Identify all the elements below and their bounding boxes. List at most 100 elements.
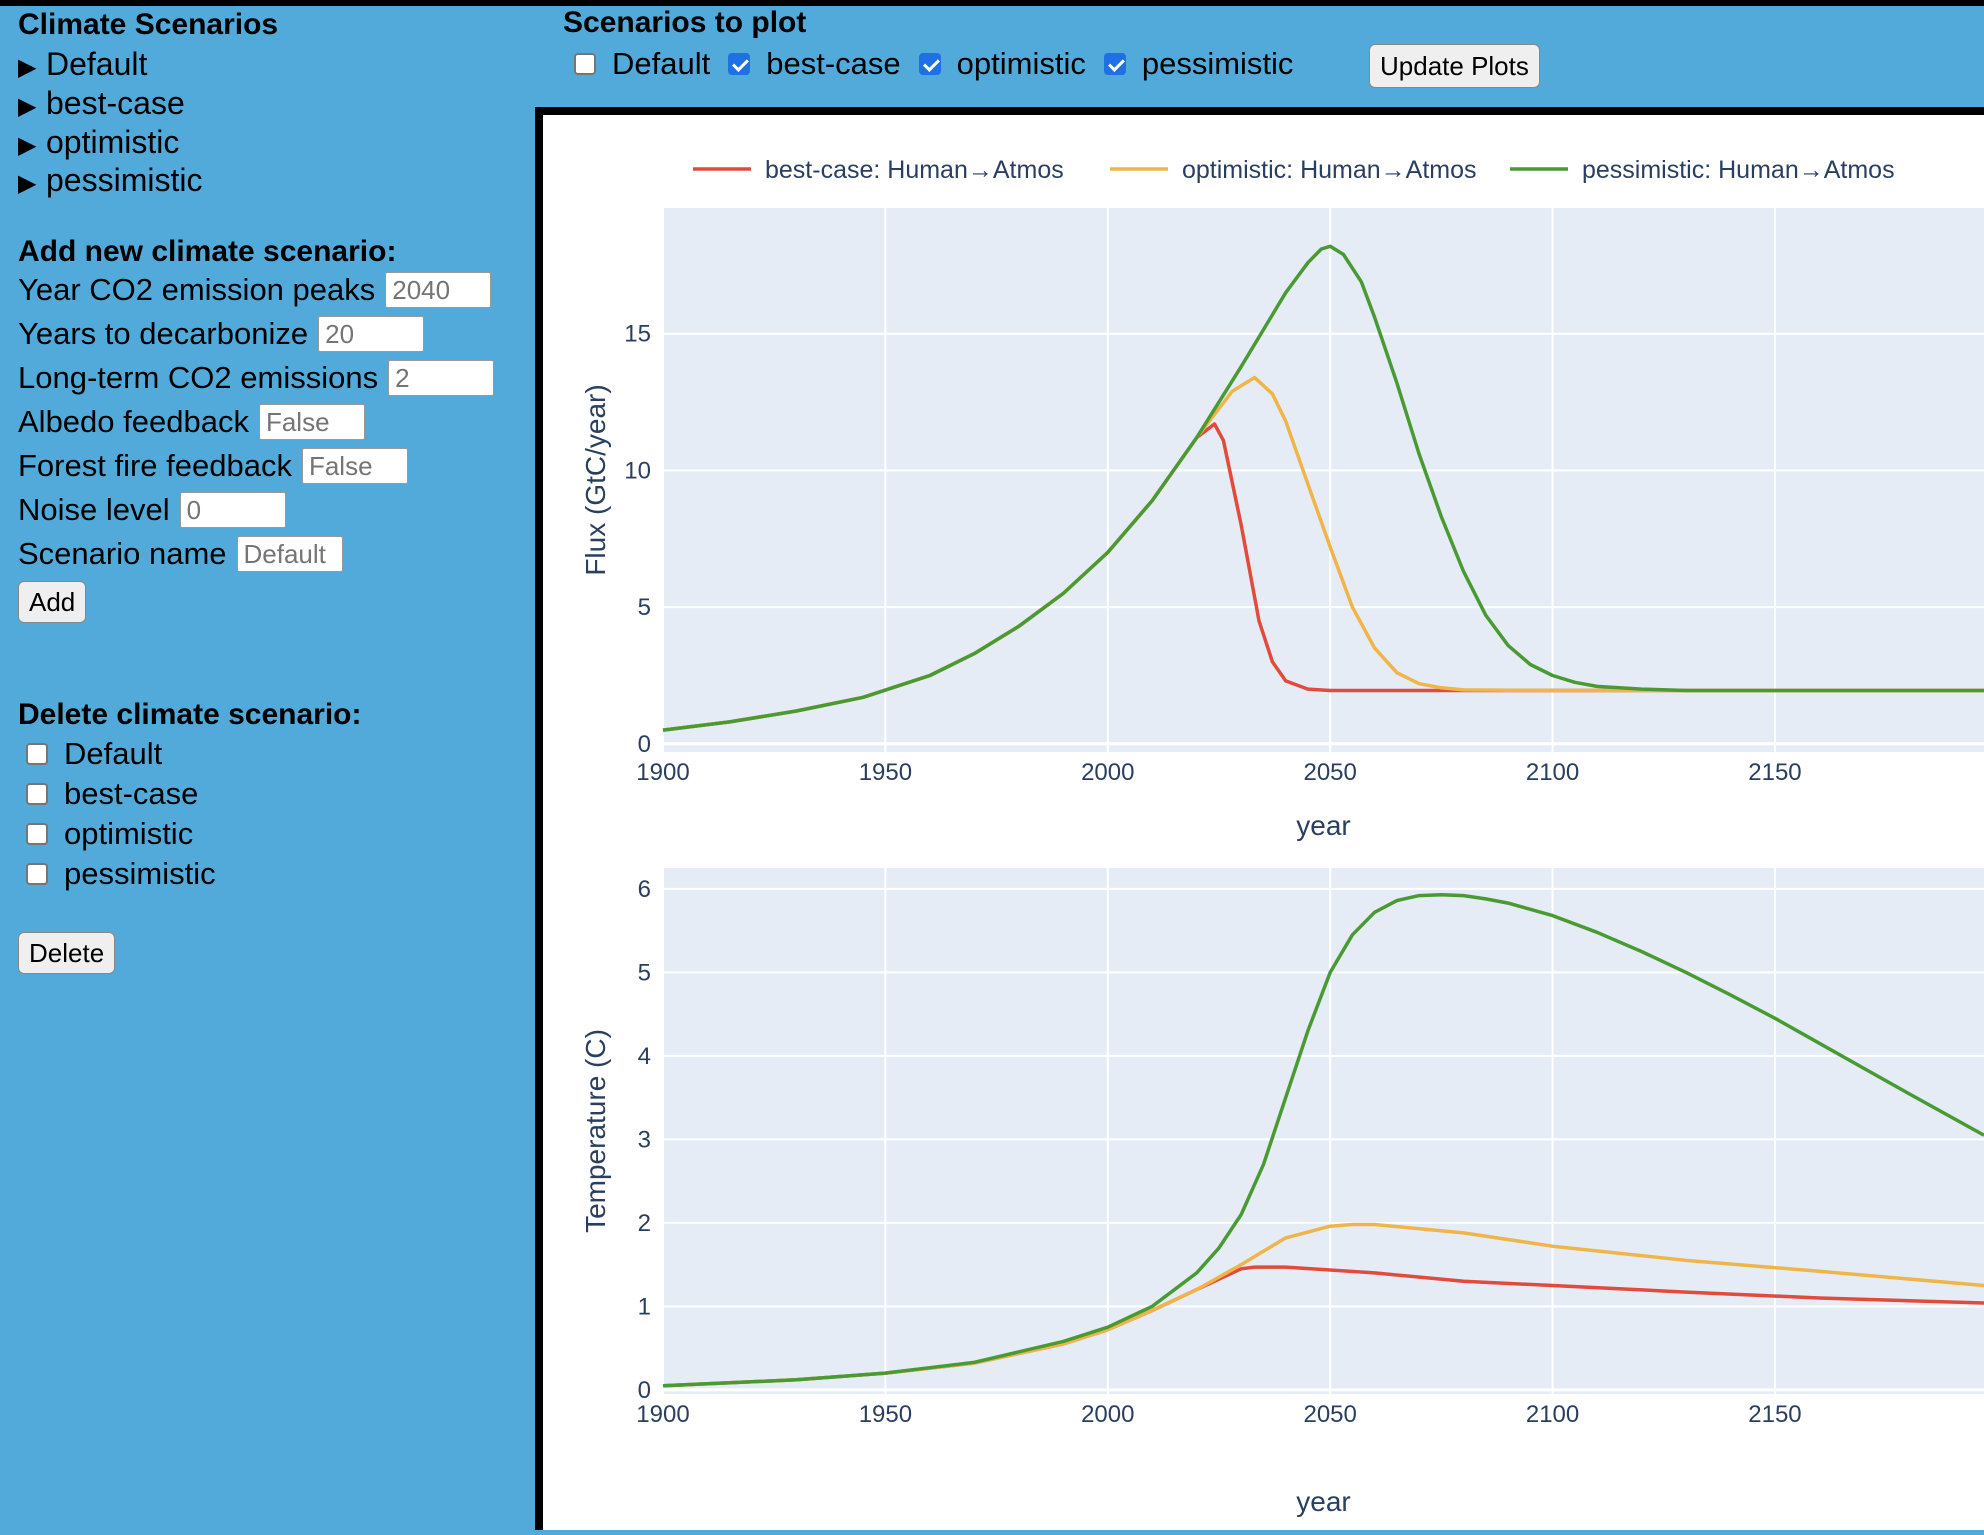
x-tick-label: 2150 <box>1748 1401 1801 1428</box>
scenario-item-default[interactable]: ▶ Default <box>18 46 147 83</box>
chart-1: 1900 1950 2000 2050 2100 2150 0 5 10 15 year Flux (… <box>580 156 1984 841</box>
y-tick-label: 4 <box>638 1043 651 1070</box>
y-tick-label: 2 <box>638 1210 651 1237</box>
x-tick-label: 2000 <box>1081 759 1134 786</box>
x-tick-label: 1950 <box>859 759 912 786</box>
x-axis-label: year <box>1296 810 1350 841</box>
longterm-row: Long-term CO2 emissions <box>18 360 495 396</box>
legend-item-1[interactable]: best-case: Human→Atmos <box>765 156 1064 184</box>
y-tick-label: 6 <box>638 876 651 903</box>
x-tick-label: 2150 <box>1748 759 1801 786</box>
plot-option-best-case[interactable]: best-case <box>728 46 901 82</box>
plot-controls-title: Scenarios to plot <box>563 6 807 39</box>
checkbox[interactable] <box>26 743 48 765</box>
x-tick-label: 2100 <box>1526 759 1579 786</box>
scenario-item-label: best-case <box>46 85 185 121</box>
x-tick-label: 2100 <box>1526 1401 1579 1428</box>
peak-year-label: Year CO2 emission peaks <box>18 272 376 307</box>
plot-option-label: pessimistic <box>1141 46 1294 81</box>
forestfire-input[interactable] <box>301 448 408 484</box>
y-axis-label: Flux (GtC/year) <box>580 384 611 575</box>
legend-item-2[interactable]: optimistic: Human→Atmos <box>1182 156 1477 184</box>
scenario-name-input[interactable] <box>236 536 343 572</box>
delete-button[interactable]: Delete <box>18 932 116 974</box>
plot-option-default[interactable]: Default <box>574 46 710 82</box>
delete-item-default[interactable]: Default <box>26 736 162 772</box>
y-tick-label: 5 <box>638 594 651 621</box>
triangle-right-icon: ▶ <box>18 170 37 197</box>
checkbox[interactable] <box>728 53 751 75</box>
x-tick-label: 2000 <box>1081 1401 1134 1428</box>
series-line-3 <box>662 244 1984 732</box>
plot-area <box>663 208 1984 752</box>
scenario-item-best-case[interactable]: ▶ best-case <box>18 85 185 122</box>
decarbonize-row: Years to decarbonize <box>18 316 425 352</box>
plot-options: Default best-case optimistic pessimistic <box>574 46 1311 82</box>
delete-item-best-case[interactable]: best-case <box>26 776 198 812</box>
decarbonize-input[interactable] <box>318 316 425 352</box>
longterm-input[interactable] <box>388 360 495 396</box>
decarbonize-label: Years to decarbonize <box>18 316 309 351</box>
plot-option-optimistic[interactable]: optimistic <box>918 46 1086 82</box>
x-axis-label: year <box>1296 1486 1350 1517</box>
checkbox[interactable] <box>918 53 941 75</box>
checkbox[interactable] <box>26 863 48 885</box>
albedo-label: Albedo feedback <box>18 404 249 439</box>
delete-scenario-title: Delete climate scenario: <box>18 698 362 731</box>
scenario-name-row: Scenario name <box>18 536 343 572</box>
delete-item-label: pessimistic <box>64 856 216 891</box>
albedo-input[interactable] <box>258 404 365 440</box>
checkbox[interactable] <box>26 783 48 805</box>
scenario-item-label: Default <box>46 46 148 82</box>
longterm-label: Long-term CO2 emissions <box>18 360 379 395</box>
triangle-right-icon: ▶ <box>18 93 37 120</box>
plot-option-label: Default <box>612 46 711 81</box>
plot-area <box>663 868 1984 1394</box>
plot-option-label: optimistic <box>956 46 1086 81</box>
series-line-3 <box>662 892 1984 1388</box>
checkbox[interactable] <box>26 823 48 845</box>
plot-option-label: best-case <box>766 46 901 81</box>
x-tick-label: 2050 <box>1303 759 1356 786</box>
peak-year-input[interactable] <box>385 272 492 308</box>
checkbox[interactable] <box>574 53 596 75</box>
triangle-right-icon: ▶ <box>18 132 37 159</box>
delete-item-optimistic[interactable]: optimistic <box>26 816 193 852</box>
scenario-item-optimistic[interactable]: ▶ optimistic <box>18 124 179 161</box>
scenario-item-label: optimistic <box>46 124 180 160</box>
forestfire-row: Forest fire feedback <box>18 448 408 484</box>
plot-option-pessimistic[interactable]: pessimistic <box>1103 46 1294 82</box>
y-tick-label: 3 <box>638 1126 651 1153</box>
noise-label: Noise level <box>18 492 170 527</box>
legend[interactable]: best-case: Human→Atmos optimistic: Human→… <box>693 156 1895 184</box>
albedo-row: Albedo feedback <box>18 404 365 440</box>
scenario-item-label: pessimistic <box>46 162 203 198</box>
delete-item-label: best-case <box>64 776 199 811</box>
add-scenario-title: Add new climate scenario: <box>18 235 397 268</box>
x-tick-label: 1900 <box>636 1401 689 1428</box>
triangle-right-icon: ▶ <box>18 54 37 81</box>
noise-input[interactable] <box>179 492 286 528</box>
checkbox[interactable] <box>1103 53 1126 75</box>
update-plots-button[interactable]: Update Plots <box>1369 44 1540 88</box>
scenarios-title: Climate Scenarios <box>18 8 279 41</box>
legend-item-3[interactable]: pessimistic: Human→Atmos <box>1582 156 1895 184</box>
x-tick-label: 2050 <box>1303 1401 1356 1428</box>
forestfire-label: Forest fire feedback <box>18 448 292 483</box>
x-tick-label: 1900 <box>636 759 689 786</box>
y-tick-label: 5 <box>638 959 651 986</box>
y-tick-label: 15 <box>624 321 651 348</box>
y-tick-label: 0 <box>638 731 651 758</box>
plot-panel: 1900 1950 2000 2050 2100 2150 0 5 10 15 year Flux (… <box>543 115 1984 1530</box>
add-button[interactable]: Add <box>18 581 87 623</box>
peak-year-row: Year CO2 emission peaks <box>18 272 492 308</box>
scenario-item-pessimistic[interactable]: ▶ pessimistic <box>18 162 202 199</box>
y-tick-label: 1 <box>638 1293 651 1320</box>
x-tick-label: 1950 <box>859 1401 912 1428</box>
scenario-name-label: Scenario name <box>18 536 227 571</box>
y-tick-label: 0 <box>638 1377 651 1404</box>
noise-row: Noise level <box>18 492 286 528</box>
y-axis-label: Temperature (C) <box>580 1029 611 1233</box>
delete-item-pessimistic[interactable]: pessimistic <box>26 856 216 892</box>
